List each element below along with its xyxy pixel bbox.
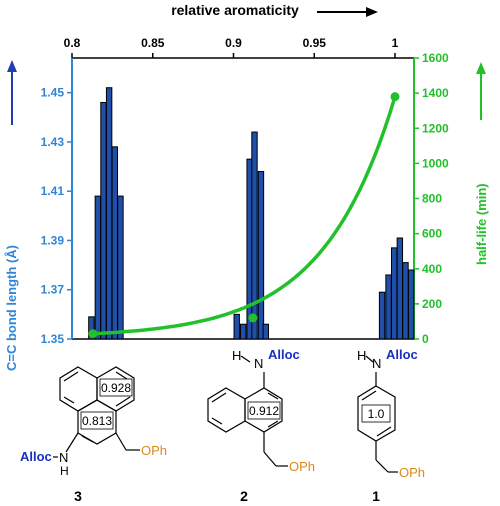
molecule-3-structure xyxy=(59,366,140,453)
left-tick-label: 1.35 xyxy=(41,332,65,346)
bar-compound-3 xyxy=(117,195,124,340)
oph-label: OPh xyxy=(141,443,167,458)
x-axis-title: relative aromaticity xyxy=(171,2,299,18)
compound-number: 2 xyxy=(240,488,248,504)
arrow-up-right-icon xyxy=(476,62,486,120)
left-tick-label: 1.43 xyxy=(41,135,65,149)
bar-compound-1 xyxy=(396,237,404,340)
half-life-point xyxy=(88,329,98,339)
right-tick-label: 600 xyxy=(422,227,442,241)
h-label: H xyxy=(357,348,366,363)
bar-compound-2 xyxy=(262,323,270,340)
left-tick-label: 1.37 xyxy=(41,283,65,297)
left-tick-label: 1.41 xyxy=(41,184,65,198)
molecule-structures xyxy=(59,366,398,473)
x-tick-label: 0.95 xyxy=(303,36,327,50)
right-axis-title: half-life (min) xyxy=(474,183,489,265)
arrow-up-left-icon xyxy=(7,60,17,125)
bar-compound-2 xyxy=(251,131,258,340)
ring-value: 1.0 xyxy=(368,407,385,421)
oph-label: OPh xyxy=(399,465,425,480)
n-label: N xyxy=(254,356,263,371)
arrow-right-icon xyxy=(317,7,378,17)
alloc-label: Alloc xyxy=(386,347,418,362)
ring-value: 0.813 xyxy=(82,414,112,428)
n-label: N xyxy=(59,450,68,465)
bar-compound-3 xyxy=(105,87,113,340)
molecule-2: H N Alloc 0.912 OPh 2 xyxy=(232,347,315,504)
molecule-1-structure xyxy=(357,372,398,473)
h-label: H xyxy=(60,464,69,478)
bar-compound-1 xyxy=(402,262,409,340)
x-tick-label: 1 xyxy=(392,36,399,50)
compound-number: 3 xyxy=(74,488,82,504)
x-tick-label: 0.8 xyxy=(64,36,81,50)
alloc-label: Alloc xyxy=(268,347,300,362)
half-life-curve xyxy=(91,94,397,336)
compound-number: 1 xyxy=(372,488,380,504)
bar-compound-2 xyxy=(233,313,240,340)
bar-compound-2 xyxy=(239,323,247,340)
ring-value: 0.928 xyxy=(101,381,131,395)
half-life-point xyxy=(248,313,258,323)
bar-compound-1 xyxy=(407,269,415,340)
ring-value: 0.912 xyxy=(249,404,279,418)
right-tick-label: 1400 xyxy=(422,86,449,100)
bar-compound-3 xyxy=(88,316,95,340)
oph-label: OPh xyxy=(289,459,315,474)
molecule-1: H N Alloc 1.0 OPh 1 xyxy=(357,347,425,504)
right-tick-label: 1600 xyxy=(422,51,449,65)
bar-compound-3 xyxy=(111,146,118,340)
right-tick-label: 1200 xyxy=(422,121,449,135)
left-tick-label: 1.45 xyxy=(41,86,65,100)
bar-compound-3 xyxy=(100,101,107,340)
h-label: H xyxy=(232,348,241,363)
right-tick-label: 1000 xyxy=(422,156,449,170)
right-tick-label: 0 xyxy=(422,332,429,346)
right-tick-label: 800 xyxy=(422,192,442,206)
molecule-2-structure xyxy=(207,372,288,467)
molecule-3: 0.928 0.813 Alloc N H OPh 3 xyxy=(20,378,167,504)
left-axis-title: C=C bond length (Å) xyxy=(4,245,19,371)
left-tick-label: 1.39 xyxy=(41,233,65,247)
bar-compound-3 xyxy=(94,195,102,340)
bar-compound-2 xyxy=(257,170,265,340)
bar-compound-1 xyxy=(390,247,398,340)
bar-compound-1 xyxy=(385,274,392,340)
bar-compound-1 xyxy=(378,291,386,340)
half-life-point xyxy=(390,92,400,102)
right-tick-label: 400 xyxy=(422,262,442,276)
x-tick-label: 0.9 xyxy=(225,36,242,50)
right-tick-label: 200 xyxy=(422,297,442,311)
n-label: N xyxy=(372,356,381,371)
alloc-label: Alloc xyxy=(20,449,52,464)
x-tick-label: 0.85 xyxy=(141,36,165,50)
